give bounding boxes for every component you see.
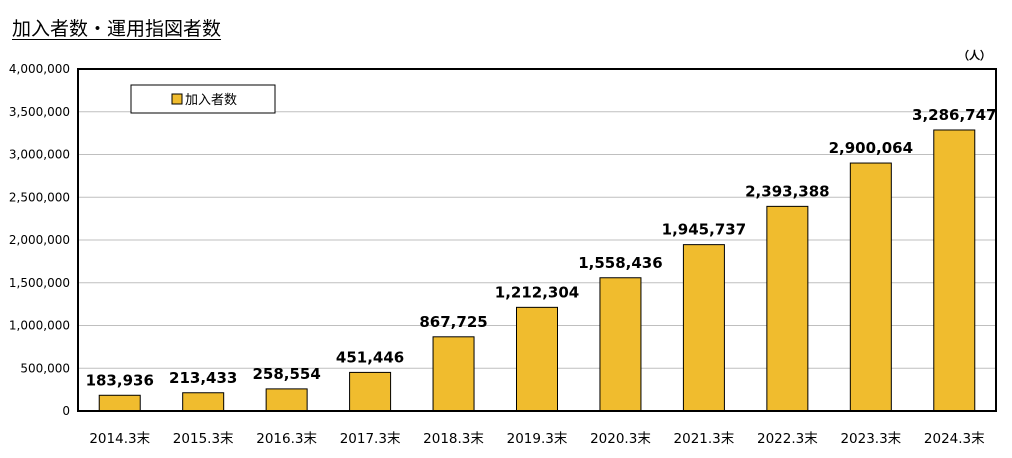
- page-title: 加入者数・運用指図者数: [12, 18, 222, 40]
- data-label: 213,433: [169, 369, 237, 387]
- bar: [98, 394, 141, 412]
- data-label: 2,900,064: [829, 139, 913, 157]
- x-tick-label: 2020.3末: [590, 431, 651, 447]
- y-axis-ticks: 0 500,000 1,000,000 1,500,000 2,000,000 2,500…: [9, 62, 70, 418]
- x-tick-label: 2018.3末: [423, 431, 484, 447]
- data-label: 3,286,747: [912, 106, 996, 124]
- bar: [265, 388, 308, 412]
- x-tick-label: 2021.3末: [674, 431, 735, 447]
- x-tick-label: 2015.3末: [173, 431, 234, 447]
- bar: [933, 129, 976, 412]
- y-tick-label: 1,500,000: [9, 276, 70, 290]
- bar: [682, 244, 725, 412]
- bar: [516, 306, 558, 412]
- y-tick-label: 3,000,000: [9, 148, 70, 162]
- x-tick-label: 2024.3末: [924, 431, 985, 447]
- unit-label: （人）: [958, 48, 991, 62]
- x-tick-label: 2016.3末: [256, 431, 317, 447]
- data-label: 867,725: [419, 313, 487, 331]
- bar: [182, 392, 225, 412]
- x-tick-label: 2022.3末: [757, 431, 818, 447]
- legend-entry: 加入者数: [185, 93, 237, 108]
- data-label: 451,446: [336, 348, 404, 366]
- bar: [349, 371, 392, 412]
- data-label: 1,945,737: [662, 221, 746, 239]
- data-label: 183,936: [86, 371, 154, 389]
- data-label: 1,558,436: [578, 254, 662, 272]
- bar: [766, 205, 809, 412]
- bar: [599, 277, 642, 412]
- x-tick-label: 2023.3末: [840, 431, 901, 447]
- bar: [432, 336, 475, 412]
- y-tick-label: 2,000,000: [9, 233, 70, 247]
- legend-box: [130, 84, 276, 114]
- legend: 加入者数: [130, 84, 276, 114]
- y-tick-label: 4,000,000: [9, 62, 70, 76]
- bars: [98, 129, 976, 412]
- x-tick-label: 2017.3末: [340, 431, 401, 447]
- x-tick-label: 2014.3末: [89, 431, 150, 447]
- plot-frame: [77, 68, 997, 412]
- y-tick-label: 1,000,000: [9, 319, 70, 333]
- y-tick-label: 3,500,000: [9, 105, 70, 119]
- y-tick-label: 500,000: [20, 361, 70, 375]
- data-label: 2,393,388: [745, 182, 829, 200]
- x-tick-label: 2019.3末: [507, 431, 568, 447]
- x-axis-ticks: 2014.3末 2015.3末 2016.3末 2017.3末 2018.3末 2019.…: [89, 431, 985, 447]
- data-labels: 183,936 213,433 258,554 451,446 867,725 1,212…: [86, 106, 997, 389]
- data-label: 1,212,304: [495, 283, 579, 301]
- y-tick-label: 0: [62, 404, 70, 418]
- bar: [849, 162, 892, 412]
- y-tick-label: 2,500,000: [9, 190, 70, 204]
- data-label: 258,554: [252, 365, 320, 383]
- legend-swatch: [171, 93, 183, 105]
